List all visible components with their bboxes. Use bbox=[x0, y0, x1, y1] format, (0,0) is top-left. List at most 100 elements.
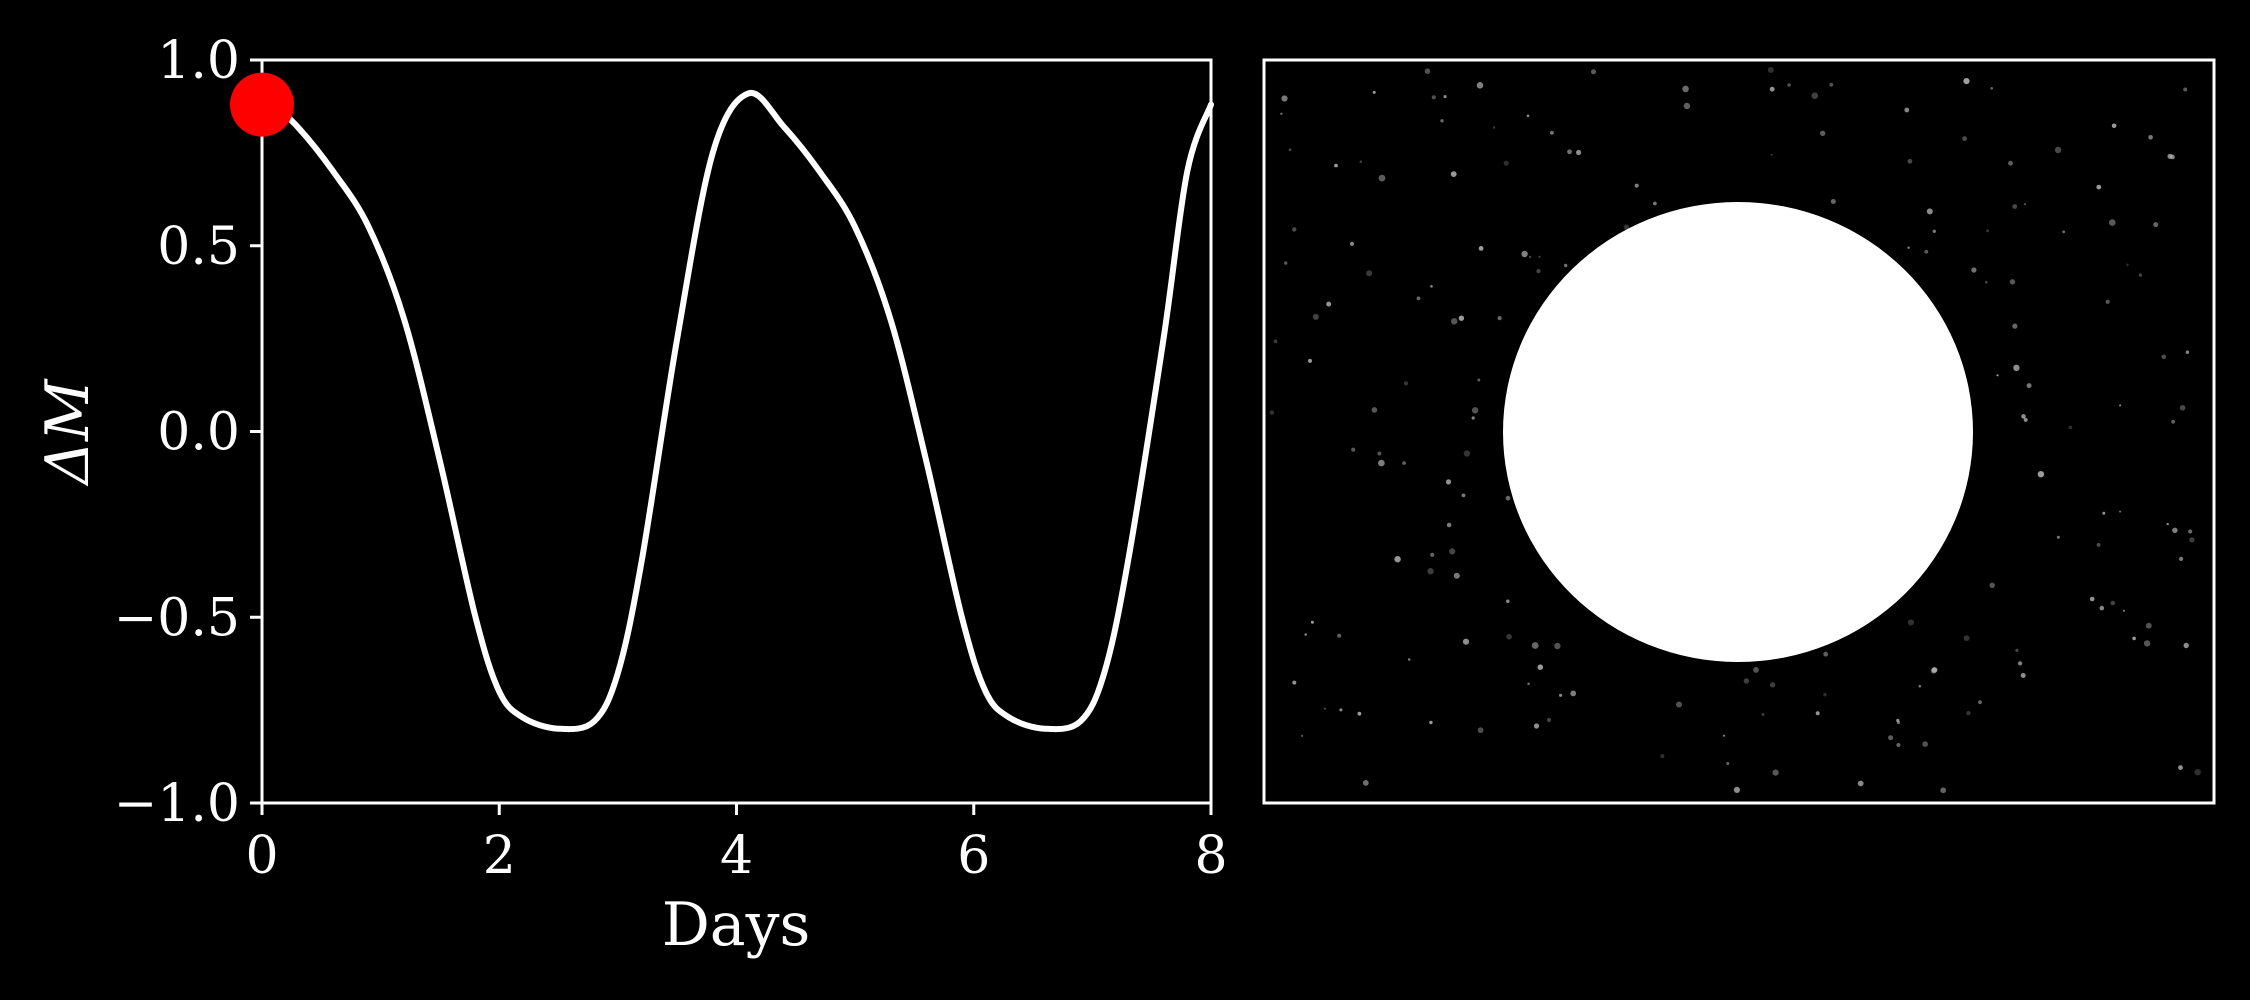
background-star bbox=[1471, 416, 1475, 420]
background-star bbox=[1284, 261, 1288, 265]
background-star bbox=[1634, 183, 1639, 188]
background-star bbox=[2166, 522, 2169, 526]
background-star bbox=[1506, 599, 1510, 603]
background-star bbox=[1896, 720, 1901, 725]
background-star bbox=[2102, 511, 2106, 515]
y-tick-label: 1.0 bbox=[157, 31, 240, 91]
background-star bbox=[2145, 622, 2152, 629]
light-curve-axes-frame bbox=[260, 58, 1213, 805]
background-star bbox=[1922, 741, 1928, 747]
background-star bbox=[2167, 153, 2173, 159]
background-star bbox=[1931, 667, 1938, 673]
background-star bbox=[1431, 95, 1436, 100]
background-star bbox=[1378, 174, 1386, 182]
background-star bbox=[1292, 680, 1297, 685]
background-star bbox=[1449, 548, 1456, 555]
background-star bbox=[1978, 700, 1982, 705]
background-star bbox=[1554, 642, 1561, 650]
background-star bbox=[1918, 684, 1922, 688]
star-disk bbox=[1503, 202, 1973, 662]
background-star bbox=[2126, 263, 2129, 266]
background-star bbox=[1733, 786, 1740, 794]
background-star bbox=[2012, 323, 2018, 329]
background-star bbox=[1536, 269, 1541, 274]
background-star bbox=[2062, 230, 2066, 234]
background-star bbox=[1450, 171, 1457, 178]
background-star bbox=[1424, 68, 1431, 74]
background-star bbox=[1521, 250, 1528, 258]
y-axis-label: ΔM bbox=[33, 378, 103, 486]
background-star bbox=[1528, 255, 1532, 259]
background-star bbox=[2119, 510, 2122, 513]
background-star bbox=[1829, 82, 1834, 87]
background-star bbox=[1984, 280, 1988, 284]
background-star bbox=[1567, 149, 1572, 155]
background-star bbox=[2189, 537, 2195, 543]
background-star bbox=[1682, 85, 1689, 93]
background-star bbox=[2015, 648, 2019, 653]
y-tick-label: 0.0 bbox=[157, 403, 240, 463]
background-star bbox=[2109, 219, 2116, 226]
background-star bbox=[1337, 633, 1342, 638]
background-star bbox=[1527, 682, 1530, 686]
background-star bbox=[1461, 493, 1466, 498]
background-star bbox=[1310, 620, 1314, 624]
background-star bbox=[1351, 447, 1356, 452]
background-star bbox=[1308, 358, 1312, 363]
background-star bbox=[1366, 270, 1373, 277]
background-star bbox=[1990, 87, 1993, 90]
background-star bbox=[2018, 661, 2023, 666]
background-star bbox=[2105, 299, 2110, 304]
background-star bbox=[2056, 535, 2060, 539]
background-star bbox=[2185, 350, 2190, 354]
background-star bbox=[1932, 229, 1937, 233]
background-star bbox=[2111, 123, 2117, 129]
background-star bbox=[1463, 450, 1471, 457]
background-star bbox=[1477, 727, 1484, 734]
background-star bbox=[1451, 318, 1458, 325]
background-star bbox=[1971, 267, 1977, 273]
light-curve-panel: 1.0 0.5 0.0 −0.5 −1.0 0 2 4 6 8 Days ΔM bbox=[33, 31, 1228, 960]
background-star bbox=[2096, 543, 2101, 547]
background-star bbox=[1564, 263, 1568, 268]
background-star bbox=[2013, 364, 2020, 371]
background-star bbox=[1359, 160, 1363, 163]
background-star bbox=[2188, 529, 2193, 534]
background-star bbox=[1907, 246, 1910, 249]
x-tick-label: 2 bbox=[483, 826, 516, 886]
background-star bbox=[1770, 153, 1773, 156]
background-star bbox=[2089, 596, 2095, 602]
background-star bbox=[1857, 780, 1864, 787]
background-star bbox=[1823, 692, 1827, 697]
background-star bbox=[1402, 461, 1406, 465]
background-star bbox=[1429, 720, 1433, 725]
current-phase-marker bbox=[230, 72, 294, 137]
background-star bbox=[2143, 640, 2151, 647]
background-star bbox=[1312, 313, 1319, 320]
background-star bbox=[1591, 69, 1596, 75]
y-tick-label: −1.0 bbox=[114, 774, 240, 834]
background-star bbox=[1830, 199, 1836, 204]
background-star bbox=[1623, 224, 1630, 230]
background-star bbox=[1963, 78, 1970, 85]
background-star bbox=[2023, 417, 2028, 422]
background-star bbox=[2099, 605, 2105, 611]
background-star bbox=[1907, 619, 1914, 626]
background-star bbox=[1996, 374, 1999, 377]
background-star bbox=[2037, 471, 2045, 478]
background-star bbox=[1362, 780, 1369, 786]
background-star bbox=[1349, 241, 1355, 246]
x-ticks: 0 2 4 6 8 bbox=[245, 803, 1228, 886]
background-star bbox=[1407, 658, 1411, 661]
background-star bbox=[1722, 734, 1726, 737]
background-star bbox=[2023, 203, 2027, 206]
background-star bbox=[1989, 582, 1995, 588]
background-star bbox=[1300, 734, 1304, 738]
background-star bbox=[1292, 227, 1297, 232]
light-curve-series-line bbox=[259, 90, 1214, 733]
background-star bbox=[1477, 378, 1481, 382]
background-star bbox=[1476, 82, 1484, 89]
background-star bbox=[1888, 735, 1894, 741]
background-star bbox=[1371, 407, 1378, 413]
